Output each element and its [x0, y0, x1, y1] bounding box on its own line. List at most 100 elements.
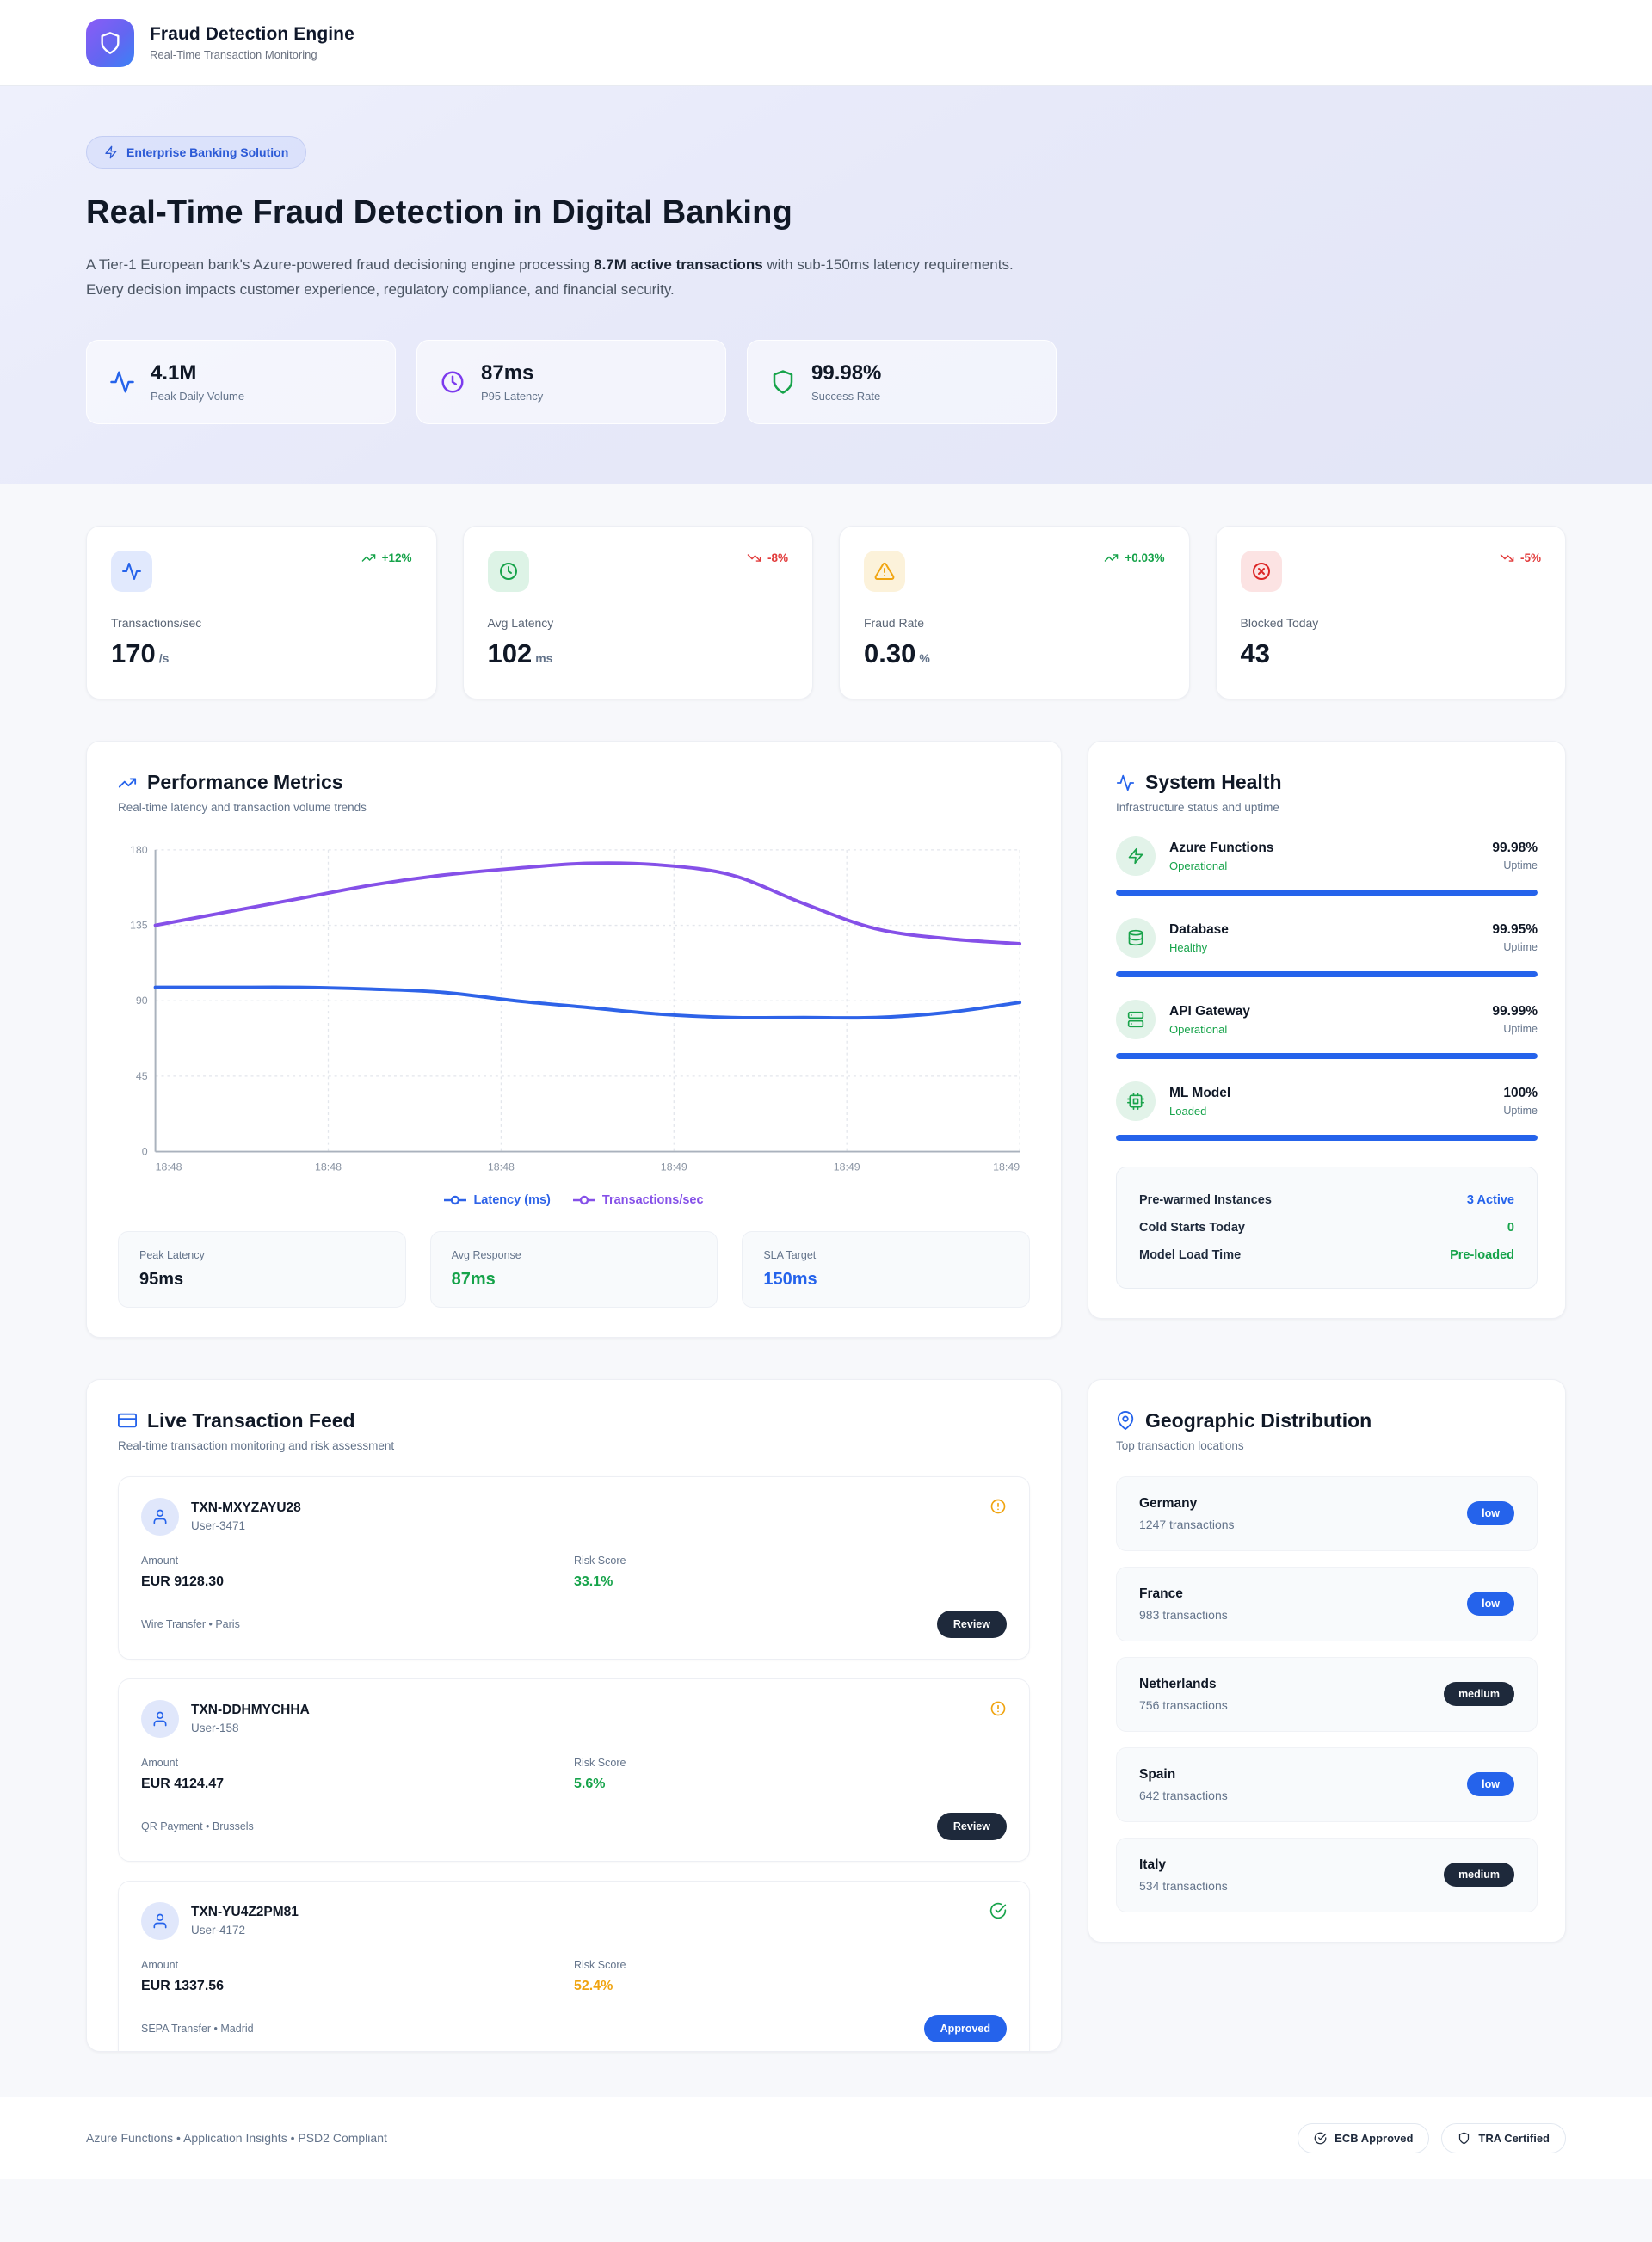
risk-field: Risk Score 52.4% [574, 1959, 1007, 1994]
app-header: Fraud Detection Engine Real-Time Transac… [0, 0, 1652, 86]
transaction-type: SEPA Transfer • Madrid [141, 2022, 254, 2035]
legend-transactions[interactable]: Transactions/sec [572, 1192, 704, 1207]
geo-subtitle: Top transaction locations [1116, 1438, 1244, 1452]
risk-badge: medium [1444, 1863, 1514, 1888]
chart-stat-boxes: Peak Latency 95ms Avg Response 87ms SLA … [118, 1230, 1030, 1308]
geo-item-netherlands: Netherlands 756 transactions medium [1116, 1656, 1538, 1732]
hero-stats: 4.1M Peak Daily Volume 87ms P95 Latency … [86, 340, 1566, 425]
transaction-user: User-158 [191, 1722, 239, 1735]
approved-button[interactable]: Approved [923, 2014, 1007, 2042]
avg-response-box: Avg Response 87ms [429, 1230, 718, 1308]
latency-volume-chart: 0 45 90 135 180 18:48 18:48 18:48 18:49 18:49 18:4… [118, 840, 1030, 1207]
risk-label: Risk Score [574, 1958, 626, 1971]
transaction-type: QR Payment • Brussels [141, 1820, 254, 1832]
enterprise-badge: Enterprise Banking Solution [86, 136, 307, 169]
risk-label: Risk Score [574, 1756, 626, 1769]
geo-title: Geographic Distribution [1116, 1409, 1538, 1432]
kpi-card-transactions-per-sec: +12% Transactions/sec 170/s [86, 526, 437, 700]
legend-latency[interactable]: Latency (ms) [444, 1193, 551, 1207]
risk-field: Risk Score 5.6% [574, 1757, 1007, 1792]
trending-down-icon [1500, 551, 1514, 565]
description-text: with sub-150ms latency requirements. Eve… [86, 256, 1014, 299]
amount-value: EUR 9128.30 [141, 1574, 225, 1589]
review-button[interactable]: Review [936, 1610, 1007, 1638]
stat-value: 4.1M [151, 361, 197, 385]
info-label: Cold Starts Today [1139, 1221, 1245, 1235]
legend-marker-icon [572, 1195, 595, 1204]
avatar [141, 1497, 179, 1536]
performance-metrics-title: Performance Metrics [118, 771, 1030, 794]
cert-label: ECB Approved [1335, 2131, 1414, 2145]
credit-card-icon [118, 1411, 137, 1430]
kpi-unit: % [919, 651, 930, 666]
mini-stat-value: 95ms [139, 1269, 184, 1289]
svg-text:18:49: 18:49 [993, 1161, 1020, 1173]
stat-label: P95 Latency [481, 390, 544, 403]
kpi-label: Avg Latency [487, 616, 554, 631]
mini-stat-label: Avg Response [451, 1248, 521, 1261]
service-uptime-label: Uptime [1503, 1105, 1538, 1118]
kpi-card-avg-latency: -8% Avg Latency 102 ms [462, 526, 813, 700]
review-button[interactable]: Review [936, 1812, 1007, 1840]
svg-text:18:49: 18:49 [661, 1161, 687, 1173]
kpi-number: 43 [1240, 638, 1270, 669]
kpi-unit: ms [535, 651, 553, 666]
transaction-id: TXN-DDHMYCHHA [191, 1703, 310, 1718]
peak-latency-box: Peak Latency 95ms [118, 1230, 406, 1308]
footer-text: Azure Functions • Application Insights •… [86, 2131, 387, 2146]
service-uptime-value: 99.95% [1492, 922, 1538, 938]
amount-value: EUR 4124.47 [141, 1776, 225, 1791]
service-status: Healthy [1169, 940, 1208, 954]
geo-item-italy: Italy 534 transactions medium [1116, 1837, 1538, 1912]
geo-count: 1247 transactions [1139, 1517, 1235, 1531]
clock-icon [440, 369, 465, 395]
legend-marker-icon [444, 1195, 467, 1204]
svg-text:45: 45 [136, 1070, 148, 1082]
svg-text:18:49: 18:49 [834, 1161, 860, 1173]
app-title: Fraud Detection Engine [150, 24, 354, 44]
risk-field: Risk Score 33.1% [574, 1555, 1007, 1590]
alert-triangle-icon [874, 561, 895, 582]
risk-badge: low [1467, 1592, 1514, 1617]
database-icon-chip [1116, 918, 1156, 958]
database-icon [1127, 929, 1144, 946]
amount-field: Amount EUR 9128.30 [141, 1555, 574, 1590]
description-text: A Tier-1 European bank's Azure-powered f… [86, 256, 595, 273]
trend-badge: -5% [1500, 551, 1541, 565]
trending-up-icon [118, 773, 137, 792]
activity-icon [121, 561, 142, 582]
zap-icon-chip [1116, 836, 1156, 877]
uptime-bar [1116, 1135, 1538, 1142]
user-icon [151, 1710, 169, 1728]
service-status: Operational [1169, 859, 1228, 872]
info-value: 3 Active [1466, 1193, 1514, 1208]
amount-field: Amount EUR 4124.47 [141, 1757, 574, 1792]
live-transaction-feed-card: Live Transaction Feed Real-time transact… [86, 1378, 1062, 2052]
service-uptime-label: Uptime [1503, 941, 1538, 954]
uptime-bar [1116, 971, 1538, 978]
svg-text:18:48: 18:48 [156, 1161, 182, 1173]
geo-country: Spain [1139, 1766, 1176, 1782]
geo-count: 983 transactions [1139, 1607, 1228, 1622]
trend-value: +12% [381, 551, 412, 565]
legend-label: Transactions/sec [601, 1192, 704, 1207]
kpi-label: Transactions/sec [111, 616, 202, 631]
kpi-card-fraud-rate: +0.03% Fraud Rate 0.30% [839, 526, 1190, 700]
kpi-value: 102 ms [488, 638, 789, 669]
trend-badge: +0.03% [1104, 551, 1165, 565]
transaction-row: TXN-YU4Z2PM81 User-4172 Amount EUR 1337.… [118, 1880, 1030, 2051]
stat-value: 99.98% [811, 361, 882, 385]
amount-label: Amount [141, 1554, 179, 1567]
live-feed-subtitle: Real-time transaction monitoring and ris… [118, 1438, 395, 1452]
geo-count: 642 transactions [1139, 1788, 1228, 1802]
service-ml-model: ML Model Loaded 100% Uptime [1116, 1081, 1538, 1142]
activity-icon-chip [111, 551, 152, 593]
transaction-id: TXN-MXYZAYU28 [191, 1500, 301, 1516]
tra-certified-badge: TRA Certified [1441, 2122, 1566, 2153]
panel-title-text: Geographic Distribution [1145, 1408, 1372, 1432]
activity-icon [109, 369, 135, 395]
trending-up-icon [361, 551, 376, 565]
activity-icon [1116, 773, 1135, 792]
geo-item-spain: Spain 642 transactions low [1116, 1746, 1538, 1822]
avatar [141, 1901, 179, 1940]
